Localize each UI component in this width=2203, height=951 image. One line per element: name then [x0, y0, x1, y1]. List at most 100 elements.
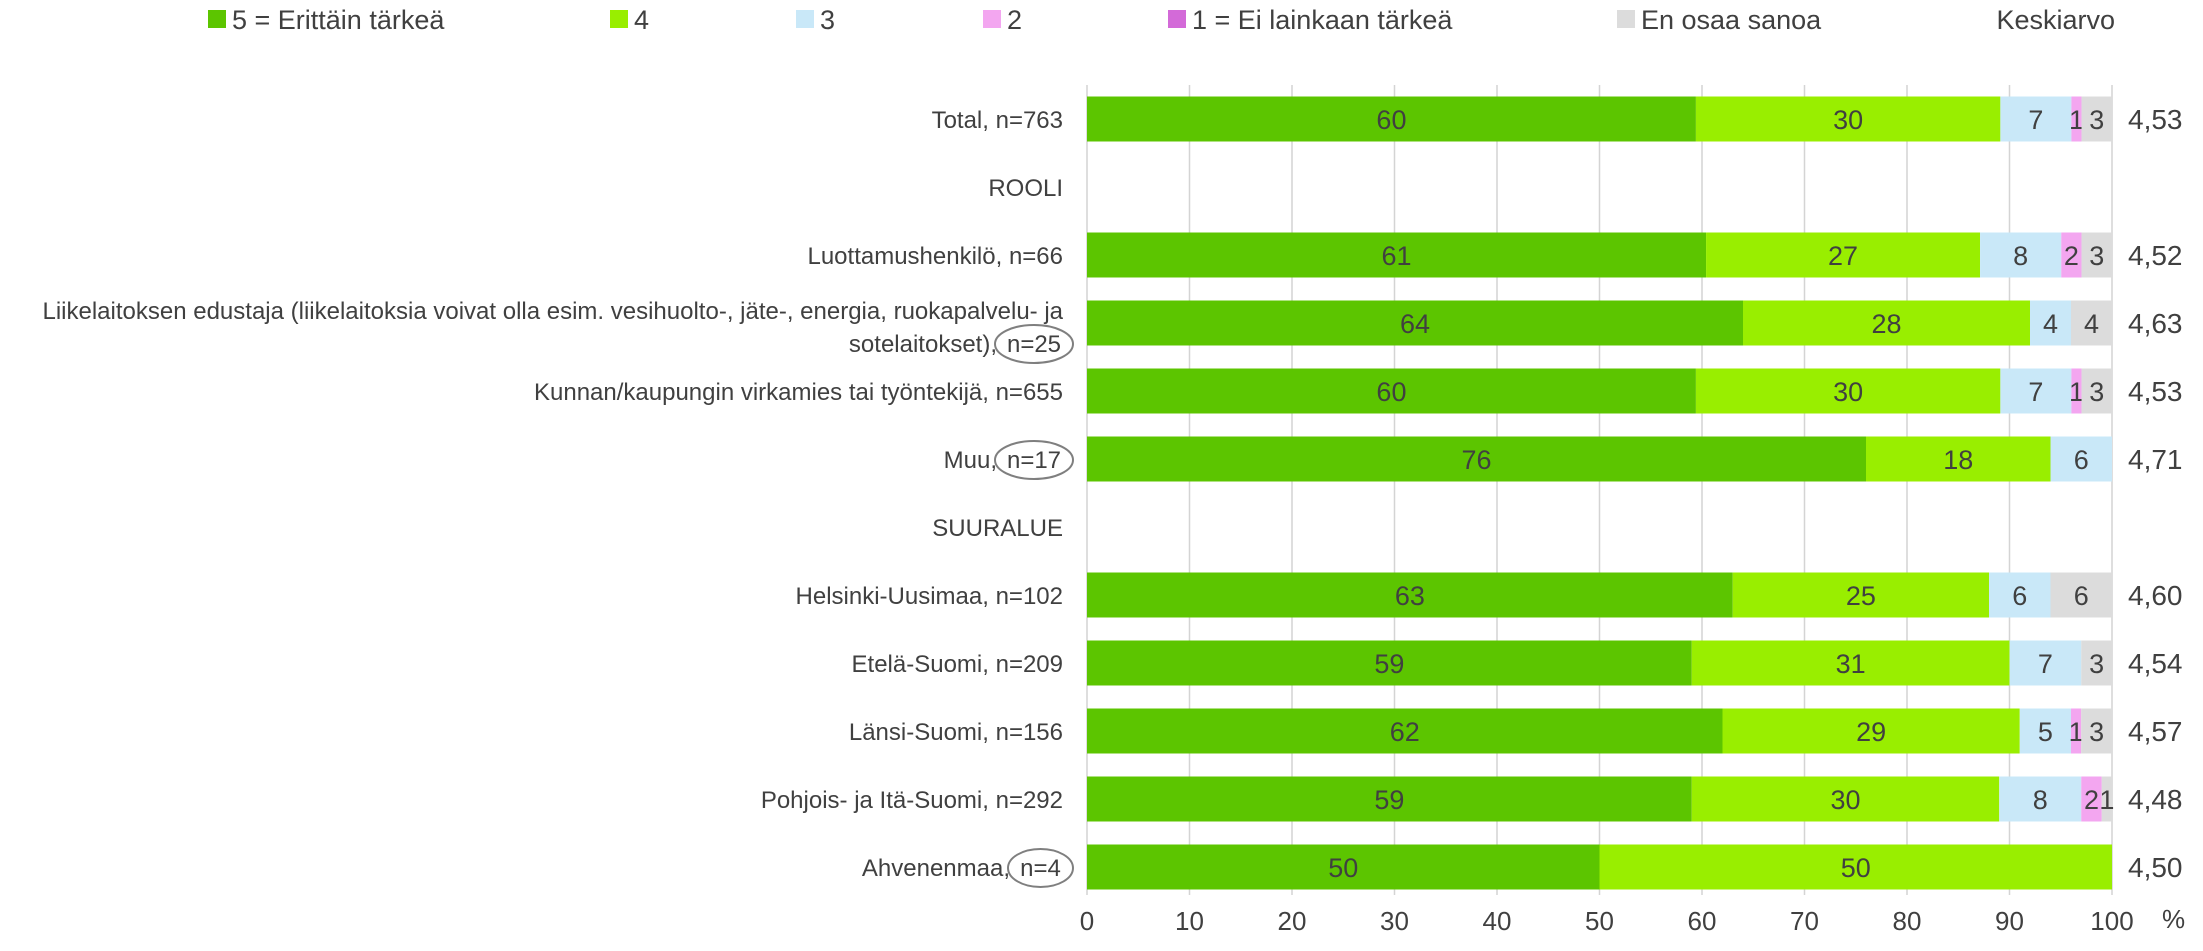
- n-highlight-circle: [1007, 848, 1074, 888]
- mean-value: 4,63: [2128, 308, 2183, 339]
- data-label: 64: [1400, 309, 1430, 339]
- category-label: Länsi-Suomi, n=156: [849, 719, 1063, 746]
- category-label: Kunnan/kaupungin virkamies tai työntekij…: [534, 379, 1063, 406]
- legend-swatch-3: [796, 10, 814, 28]
- mean-value: 4,54: [2128, 648, 2183, 679]
- mean-value: 4,71: [2128, 444, 2183, 475]
- data-label: 4: [2084, 309, 2099, 339]
- bar-segment: [2019, 708, 2071, 754]
- bar-segment: [1087, 436, 1866, 482]
- data-label: 28: [1871, 309, 1901, 339]
- data-label: 63: [1395, 581, 1425, 611]
- group-header: ROOLI: [988, 175, 1063, 202]
- legend-swatch-1: [208, 10, 226, 28]
- category-labels: Total, n=763 ROOLI Luottamushenkilö, n=66 L…: [42, 107, 1074, 888]
- group-header: SUURALUE: [932, 515, 1063, 542]
- n-highlight-circle: [994, 440, 1074, 480]
- category-label: Pohjois- ja Itä-Suomi, n=292: [761, 787, 1063, 814]
- legend-swatch-2: [610, 10, 628, 28]
- mean-values: 4,53 4,52 4,63 4,53 4,71 4,60 4,54 4,57 4,48 4,50: [2128, 104, 2183, 883]
- bar-segment: [2050, 572, 2112, 618]
- data-label: 30: [1833, 377, 1863, 407]
- data-label: 6: [2074, 581, 2089, 611]
- mean-value: 4,53: [2128, 104, 2183, 135]
- bar-segment: [1087, 844, 1600, 890]
- legend-label-4: 2: [1007, 5, 1022, 35]
- data-label: 8: [2013, 241, 2028, 271]
- data-label: 3: [2089, 649, 2104, 679]
- data-label: 50: [1841, 853, 1871, 883]
- data-label: 31: [1836, 649, 1866, 679]
- bar-segment: [2081, 368, 2112, 414]
- bar-segment: [2000, 96, 2072, 142]
- x-tick-label: 10: [1175, 906, 1204, 936]
- bar-segment: [1087, 232, 1707, 278]
- bar-segment: [1989, 572, 2051, 618]
- bar-segment: [1087, 300, 1743, 346]
- bar-segment: [1087, 96, 1696, 142]
- data-label: 3: [2089, 717, 2104, 747]
- n-label: n=17: [1007, 447, 1061, 474]
- data-label: 7: [2028, 377, 2043, 407]
- gridlines: [1086, 85, 2113, 895]
- data-label: 25: [1846, 581, 1876, 611]
- bar-segment: [2009, 640, 2082, 686]
- legend-label-3: 3: [820, 5, 835, 35]
- data-label: 50: [1328, 853, 1358, 883]
- mean-value: 4,60: [2128, 580, 2183, 611]
- category-label: Etelä-Suomi, n=209: [852, 651, 1063, 678]
- bar-segment: [1087, 572, 1733, 618]
- bar-segment: [2050, 436, 2112, 482]
- x-tick-label: 30: [1380, 906, 1409, 936]
- bar-segment: [1706, 232, 1981, 278]
- x-tick-label: 20: [1278, 906, 1307, 936]
- bar-segment: [1695, 368, 2001, 414]
- legend-label-6: En osaa sanoa: [1641, 5, 1822, 35]
- data-label: 1: [2099, 785, 2114, 815]
- x-tick-label: 60: [1688, 906, 1717, 936]
- legend-label-2: 4: [634, 5, 649, 35]
- bar-segment: [1980, 232, 2062, 278]
- n-label: n=25: [1007, 331, 1061, 358]
- bar-segment: [1087, 776, 1692, 822]
- bar-segment: [1087, 640, 1692, 686]
- mean-header: Keskiarvo: [1996, 5, 2115, 35]
- data-label: 18: [1943, 445, 1973, 475]
- data-label: 59: [1374, 649, 1404, 679]
- bar-segment: [2071, 300, 2112, 346]
- data-label: 76: [1461, 445, 1491, 475]
- mean-value: 4,53: [2128, 376, 2183, 407]
- data-label: 2: [2084, 785, 2099, 815]
- category-label: Ahvenenmaa,: [862, 855, 1010, 882]
- category-label: Luottamushenkilö, n=66: [807, 243, 1063, 270]
- data-label: 62: [1390, 717, 1420, 747]
- legend-label-1: 5 = Erittäin tärkeä: [232, 5, 445, 35]
- bar-segment: [2071, 96, 2082, 142]
- data-label: 1: [2069, 717, 2084, 747]
- bar-segment: [2061, 232, 2082, 278]
- x-axis: 0 10 20 30 40 50 60 70 80 90 100%: [1080, 904, 2185, 936]
- x-tick-label: 100: [2090, 906, 2133, 936]
- mean-value: 4,57: [2128, 716, 2183, 747]
- bar-segment: [2071, 368, 2082, 414]
- data-label: 3: [2089, 241, 2104, 271]
- data-label: 6: [2074, 445, 2089, 475]
- bar-segment: [1087, 708, 1723, 754]
- data-label: 30: [1830, 785, 1860, 815]
- category-label: sotelaitokset),: [849, 331, 997, 358]
- bar-segment: [1695, 96, 2001, 142]
- data-label: 2: [2064, 241, 2079, 271]
- legend: 5 = Erittäin tärkeä 4 3 2 1 = Ei lainkaan tä…: [208, 5, 2115, 35]
- bar-segment: [2081, 776, 2102, 822]
- x-tick-label: 0: [1080, 906, 1094, 936]
- x-tick-label: 40: [1483, 906, 1512, 936]
- bar-segment: [1087, 368, 1696, 414]
- data-label: 27: [1828, 241, 1858, 271]
- bar-segment: [2081, 640, 2112, 686]
- legend-swatch-5: [1168, 10, 1186, 28]
- mean-value: 4,48: [2128, 784, 2183, 815]
- bar-segment: [2071, 708, 2082, 754]
- bar-segment: [1691, 640, 2010, 686]
- bar-segment: [1722, 708, 2020, 754]
- data-label: 5: [2038, 717, 2053, 747]
